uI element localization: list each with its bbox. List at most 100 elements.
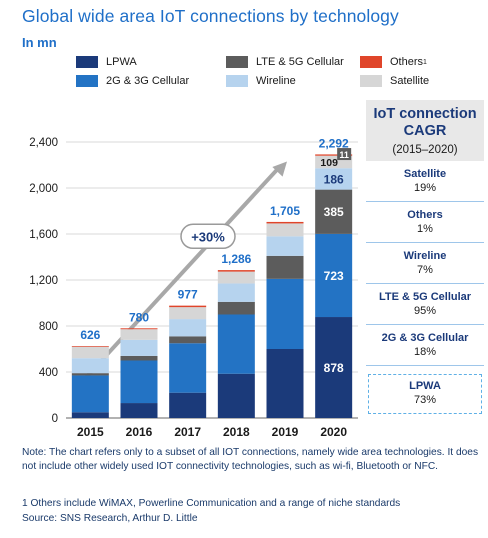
cagr-value: 73% [413, 394, 437, 406]
x-tick-label: 2018 [223, 425, 250, 439]
y-tick-label: 0 [52, 413, 58, 425]
trend-arrow-head [272, 161, 287, 177]
legend-label-others: Others [390, 56, 424, 68]
cagr-period: (2015–2020) [392, 144, 458, 156]
bar-segment [217, 270, 255, 272]
cagr-row-lpwa: LPWA 73% [368, 374, 482, 414]
bar-segment [217, 373, 255, 418]
y-tick-label: 1,600 [29, 229, 58, 241]
legend-label-satellite: Satellite [390, 75, 430, 87]
cagr-row-others: Others 1% [366, 202, 484, 243]
bar-segment [315, 154, 353, 156]
bar-segment [315, 233, 353, 318]
y-tick-label: 2,400 [29, 137, 58, 149]
bar-data-label: 11 [339, 150, 349, 160]
footnote: 1 Others include WiMAX, Powerline Commun… [22, 498, 401, 509]
cagr-row-2g-3g: 2G & 3G Cellular 18% [366, 325, 484, 366]
bar-segment [266, 221, 304, 224]
x-tick-label: 2017 [174, 425, 201, 439]
bar-segment [71, 346, 109, 347]
bar-total-label: 977 [178, 288, 198, 302]
legend-swatch-lpwa [76, 56, 98, 68]
bar-total-label: 780 [129, 310, 149, 324]
bar-segment [120, 328, 158, 330]
bar-segment [217, 314, 255, 374]
legend-swatch-others [360, 56, 382, 68]
legend-label-lpwa: LPWA [106, 56, 137, 68]
y-tick-label: 2,000 [29, 183, 58, 195]
source-line: Source: SNS Research, Arthur D. Little [22, 513, 198, 524]
legend-others-superscript: 1 [423, 58, 427, 66]
bar-segment [120, 329, 158, 340]
stacked-bar-chart: 0 400 800 1,200 1,600 2,000 2,400 +30% 626 2015 78… [29, 136, 358, 439]
cagr-name: Satellite [403, 168, 447, 180]
unit-label: In mn [22, 35, 57, 50]
bar-data-label: 723 [324, 269, 344, 283]
bar-total-label: 1,286 [221, 252, 251, 266]
bar-segment [266, 278, 304, 349]
bar-segment [120, 339, 158, 356]
legend-item-wireline: Wireline [226, 75, 296, 87]
bar-segment [217, 301, 255, 315]
bar-segment [217, 271, 255, 284]
bar-segment [266, 223, 304, 237]
y-tick-label: 800 [39, 321, 58, 333]
cagr-name: 2G & 3G Cellular [381, 332, 469, 344]
bar-segment [71, 373, 109, 376]
cagr-name: LPWA [409, 380, 441, 392]
trend-label-pill [180, 223, 236, 250]
chart-title: Global wide area IoT connections by tech… [22, 6, 399, 26]
cagr-name: Wireline [403, 250, 447, 262]
legend-label-lte-5g: LTE & 5G Cellular [256, 56, 344, 68]
x-tick-label: 2020 [320, 425, 347, 439]
cagr-row-lte-5g: LTE & 5G Cellular 95% [366, 284, 484, 325]
trend-arrow-line [78, 166, 281, 385]
bar-segment [315, 168, 353, 190]
cagr-value: 95% [413, 305, 437, 317]
bar-data-label: 109 [320, 157, 338, 169]
bar-data-label: 878 [324, 361, 344, 375]
bar-segment [315, 189, 353, 234]
cagr-row-wireline: Wireline 7% [366, 243, 484, 284]
cagr-value: 19% [413, 182, 437, 194]
bar-segment [71, 358, 109, 374]
legend-swatch-wireline [226, 75, 248, 87]
others-label-box [337, 148, 352, 161]
bar-segment [71, 375, 109, 413]
legend-swatch-lte-5g [226, 56, 248, 68]
chart-note: Note: The chart refers only to a subset … [22, 447, 479, 472]
legend-label-wireline: Wireline [256, 75, 296, 87]
cagr-name: LTE & 5G Cellular [378, 291, 472, 303]
bar-segment [169, 336, 207, 344]
bar-data-label: 186 [324, 172, 344, 186]
bar-segment [266, 255, 304, 279]
bar-total-label: 1,705 [270, 204, 300, 218]
bar-segment [71, 412, 109, 418]
bar-segment [169, 343, 207, 393]
bar-segment [217, 283, 255, 302]
x-tick-label: 2016 [126, 425, 153, 439]
legend-item-lpwa: LPWA [76, 56, 137, 68]
cagr-value: 1% [417, 223, 433, 235]
bar-segment [315, 317, 353, 418]
trend-label: +30% [191, 229, 225, 244]
cagr-value: 18% [413, 346, 437, 358]
y-tick-label: 1,200 [29, 275, 58, 287]
legend-item-satellite: Satellite [360, 75, 429, 87]
bar-segment [169, 319, 207, 337]
bar-segment [120, 355, 158, 361]
bar-data-label: 385 [324, 205, 344, 219]
bar-segment [120, 403, 158, 418]
bar-segment [120, 360, 158, 404]
cagr-title: IoT connection CAGR [373, 106, 477, 139]
bar-segment [266, 349, 304, 418]
legend-swatch-satellite [360, 75, 382, 87]
legend-item-others: Others 1 [360, 56, 427, 68]
legend-item-2g-3g: 2G & 3G Cellular [76, 75, 189, 87]
bar-segment [169, 305, 207, 308]
legend-label-2g-3g: 2G & 3G Cellular [106, 75, 190, 87]
cagr-panel: IoT connection CAGR (2015–2020) Satellit… [366, 100, 484, 414]
cagr-name: Others [407, 209, 443, 221]
bar-total-label: 626 [80, 328, 100, 342]
bar-segment [71, 346, 109, 359]
